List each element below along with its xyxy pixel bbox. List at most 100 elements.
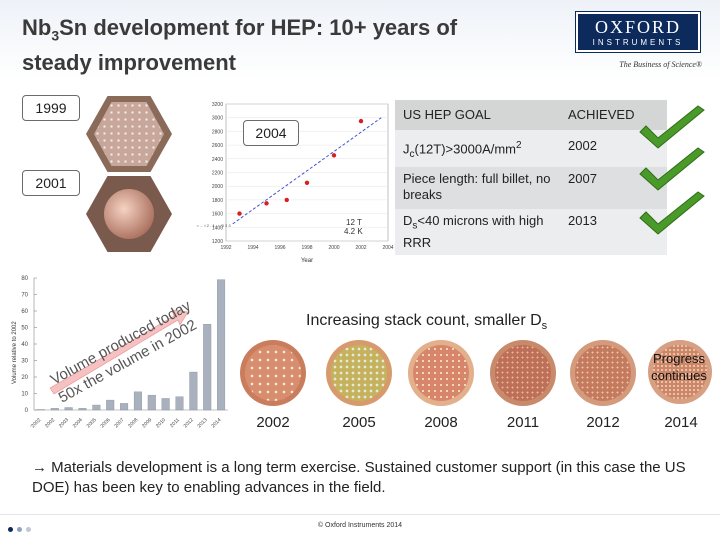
- stack-caption-text: Increasing stack count, smaller D: [306, 312, 542, 329]
- x-tick-label: 2011: [169, 417, 181, 429]
- data-point: [304, 180, 310, 185]
- data-point: [237, 211, 242, 216]
- copyright: © Oxford Instruments 2014: [317, 522, 403, 529]
- annotation-temperature: 4.2 K: [344, 227, 363, 236]
- trend-line: [232, 117, 382, 225]
- volume-chart: 0 10 20 30 40 50 60 70 80 Volume relative to 2002…: [12, 276, 228, 430]
- stack-cross-section-2011: [490, 340, 556, 406]
- stack-caption: Increasing stack count, smaller Ds: [306, 312, 636, 332]
- y-tick-label: 3200: [212, 102, 223, 108]
- stack-cross-section-2002: [240, 340, 306, 406]
- stack-cross-section-2012: [570, 340, 636, 406]
- takeaway-text: → Materials development is a long term e…: [32, 459, 686, 496]
- data-point: [264, 201, 269, 206]
- bar: [78, 408, 87, 411]
- title-text-post: Sn development for HEP: 10+ years of: [59, 15, 458, 40]
- goal-superscript: 2: [516, 140, 522, 151]
- bar: [92, 404, 101, 411]
- y-tick-label: 1600: [212, 212, 223, 218]
- x-tick-label: 1994: [247, 245, 258, 251]
- col-achieved-header: ACHIEVED: [560, 100, 667, 130]
- x-tick-label: 2003: [58, 417, 70, 429]
- goal-subscript: s: [412, 220, 418, 232]
- y-tick-label: 50: [21, 326, 28, 332]
- bar: [161, 398, 170, 411]
- table-row: Ds<40 microns with high RRR 2013: [395, 208, 667, 255]
- y-tick-label: 2200: [212, 171, 223, 177]
- y-tick-label: 60: [21, 309, 28, 315]
- y-tick-label: 0: [25, 408, 29, 414]
- tagline: The Business of Science®: [619, 60, 702, 69]
- x-tick-label: 2002: [355, 245, 366, 251]
- slide-title: Nb3Sn development for HEP: 10+ years of …: [22, 14, 542, 77]
- x-tick-label: 1992: [220, 245, 231, 251]
- legend-note: Jc (Tm) = ... t 2 - 1 ... (3 3 3: [196, 223, 231, 228]
- data-point: [358, 118, 364, 124]
- stack-year-label: 2008: [424, 414, 458, 431]
- y-tick-label: 70: [21, 293, 28, 299]
- x-tick-label: 2009: [141, 417, 153, 429]
- wire-cross-section-1999: [86, 96, 172, 172]
- x-tick-label: 1996: [274, 245, 285, 251]
- footer-dots: [8, 519, 35, 537]
- data-point: [331, 153, 337, 158]
- progress-label: Progress continues: [651, 351, 707, 383]
- callout-1999: 1999: [22, 95, 80, 121]
- bar: [120, 403, 129, 411]
- goal-cell: Jc(12T)>3000A/mm2: [395, 130, 560, 167]
- stack-cross-section-2008: [408, 340, 474, 406]
- bar: [175, 396, 184, 411]
- x-tick-label: 2013: [197, 417, 209, 429]
- bar: [106, 399, 115, 411]
- y-tick-label: 2800: [212, 129, 223, 135]
- bar: [203, 324, 212, 411]
- goal-text: <40 microns with high RRR: [403, 212, 544, 250]
- bar: [133, 391, 142, 411]
- x-tick-label: 2004: [72, 417, 84, 429]
- bar: [189, 371, 198, 411]
- y-tick-label: 1400: [212, 225, 223, 231]
- y-tick-label: 2400: [212, 157, 223, 163]
- x-tick-label: 2006: [100, 417, 112, 429]
- stack-caption-subscript: s: [541, 320, 548, 333]
- x-tick-label: 2008: [127, 417, 139, 429]
- title-text-line2: steady improvement: [22, 50, 236, 76]
- annotation-field: 12 T: [346, 218, 362, 227]
- y-tick-label: 20: [21, 375, 28, 381]
- callout-2004: 2004: [243, 120, 299, 146]
- footer-divider: [0, 514, 720, 515]
- checkmark-icon: [639, 105, 705, 149]
- goal-text: (12T)>3000A/mm: [414, 141, 517, 157]
- x-tick-label: 2005: [86, 417, 98, 429]
- x-tick-label: 2007: [113, 417, 125, 429]
- x-tick-label: '2002: [30, 417, 43, 430]
- stack-cross-section-2005: [326, 340, 392, 406]
- achieved-cell: 2002: [560, 130, 667, 167]
- y-tick-label: 40: [21, 342, 28, 348]
- bar: [217, 279, 226, 411]
- x-tick-label: 1998: [301, 245, 312, 251]
- x-tick-label: 2014: [210, 417, 222, 429]
- data-point: [284, 197, 289, 203]
- achieved-cell: 2007: [560, 166, 667, 209]
- goal-text: D: [403, 212, 413, 228]
- table-row: Jc(12T)>3000A/mm2 2002: [395, 130, 667, 167]
- logo-sub-text: INSTRUMENTS: [592, 38, 684, 47]
- goal-cell: Piece length: full billet, no breaks: [395, 166, 560, 209]
- wire-cross-section-2001: [86, 176, 172, 252]
- y-axis-label: Volume relative to 2002: [12, 321, 18, 384]
- goal-cell: Ds<40 microns with high RRR: [395, 208, 560, 255]
- stack-year-label: 2014: [664, 414, 698, 431]
- stack-year-label: 2012: [586, 414, 620, 431]
- y-tick-label: 30: [21, 359, 28, 365]
- y-tick-label: 2000: [212, 184, 223, 190]
- table-row: Piece length: full billet, no breaks 200…: [395, 166, 667, 209]
- x-tick-label: 2004: [382, 245, 393, 251]
- x-tick-label: 2012: [183, 417, 195, 429]
- x-tick-label: 2002: [44, 417, 56, 429]
- checkmark-icon: [639, 147, 705, 191]
- goal-subscript: c: [409, 148, 415, 160]
- title-text-pre: Nb: [22, 15, 52, 40]
- y-tick-label: 80: [21, 276, 28, 282]
